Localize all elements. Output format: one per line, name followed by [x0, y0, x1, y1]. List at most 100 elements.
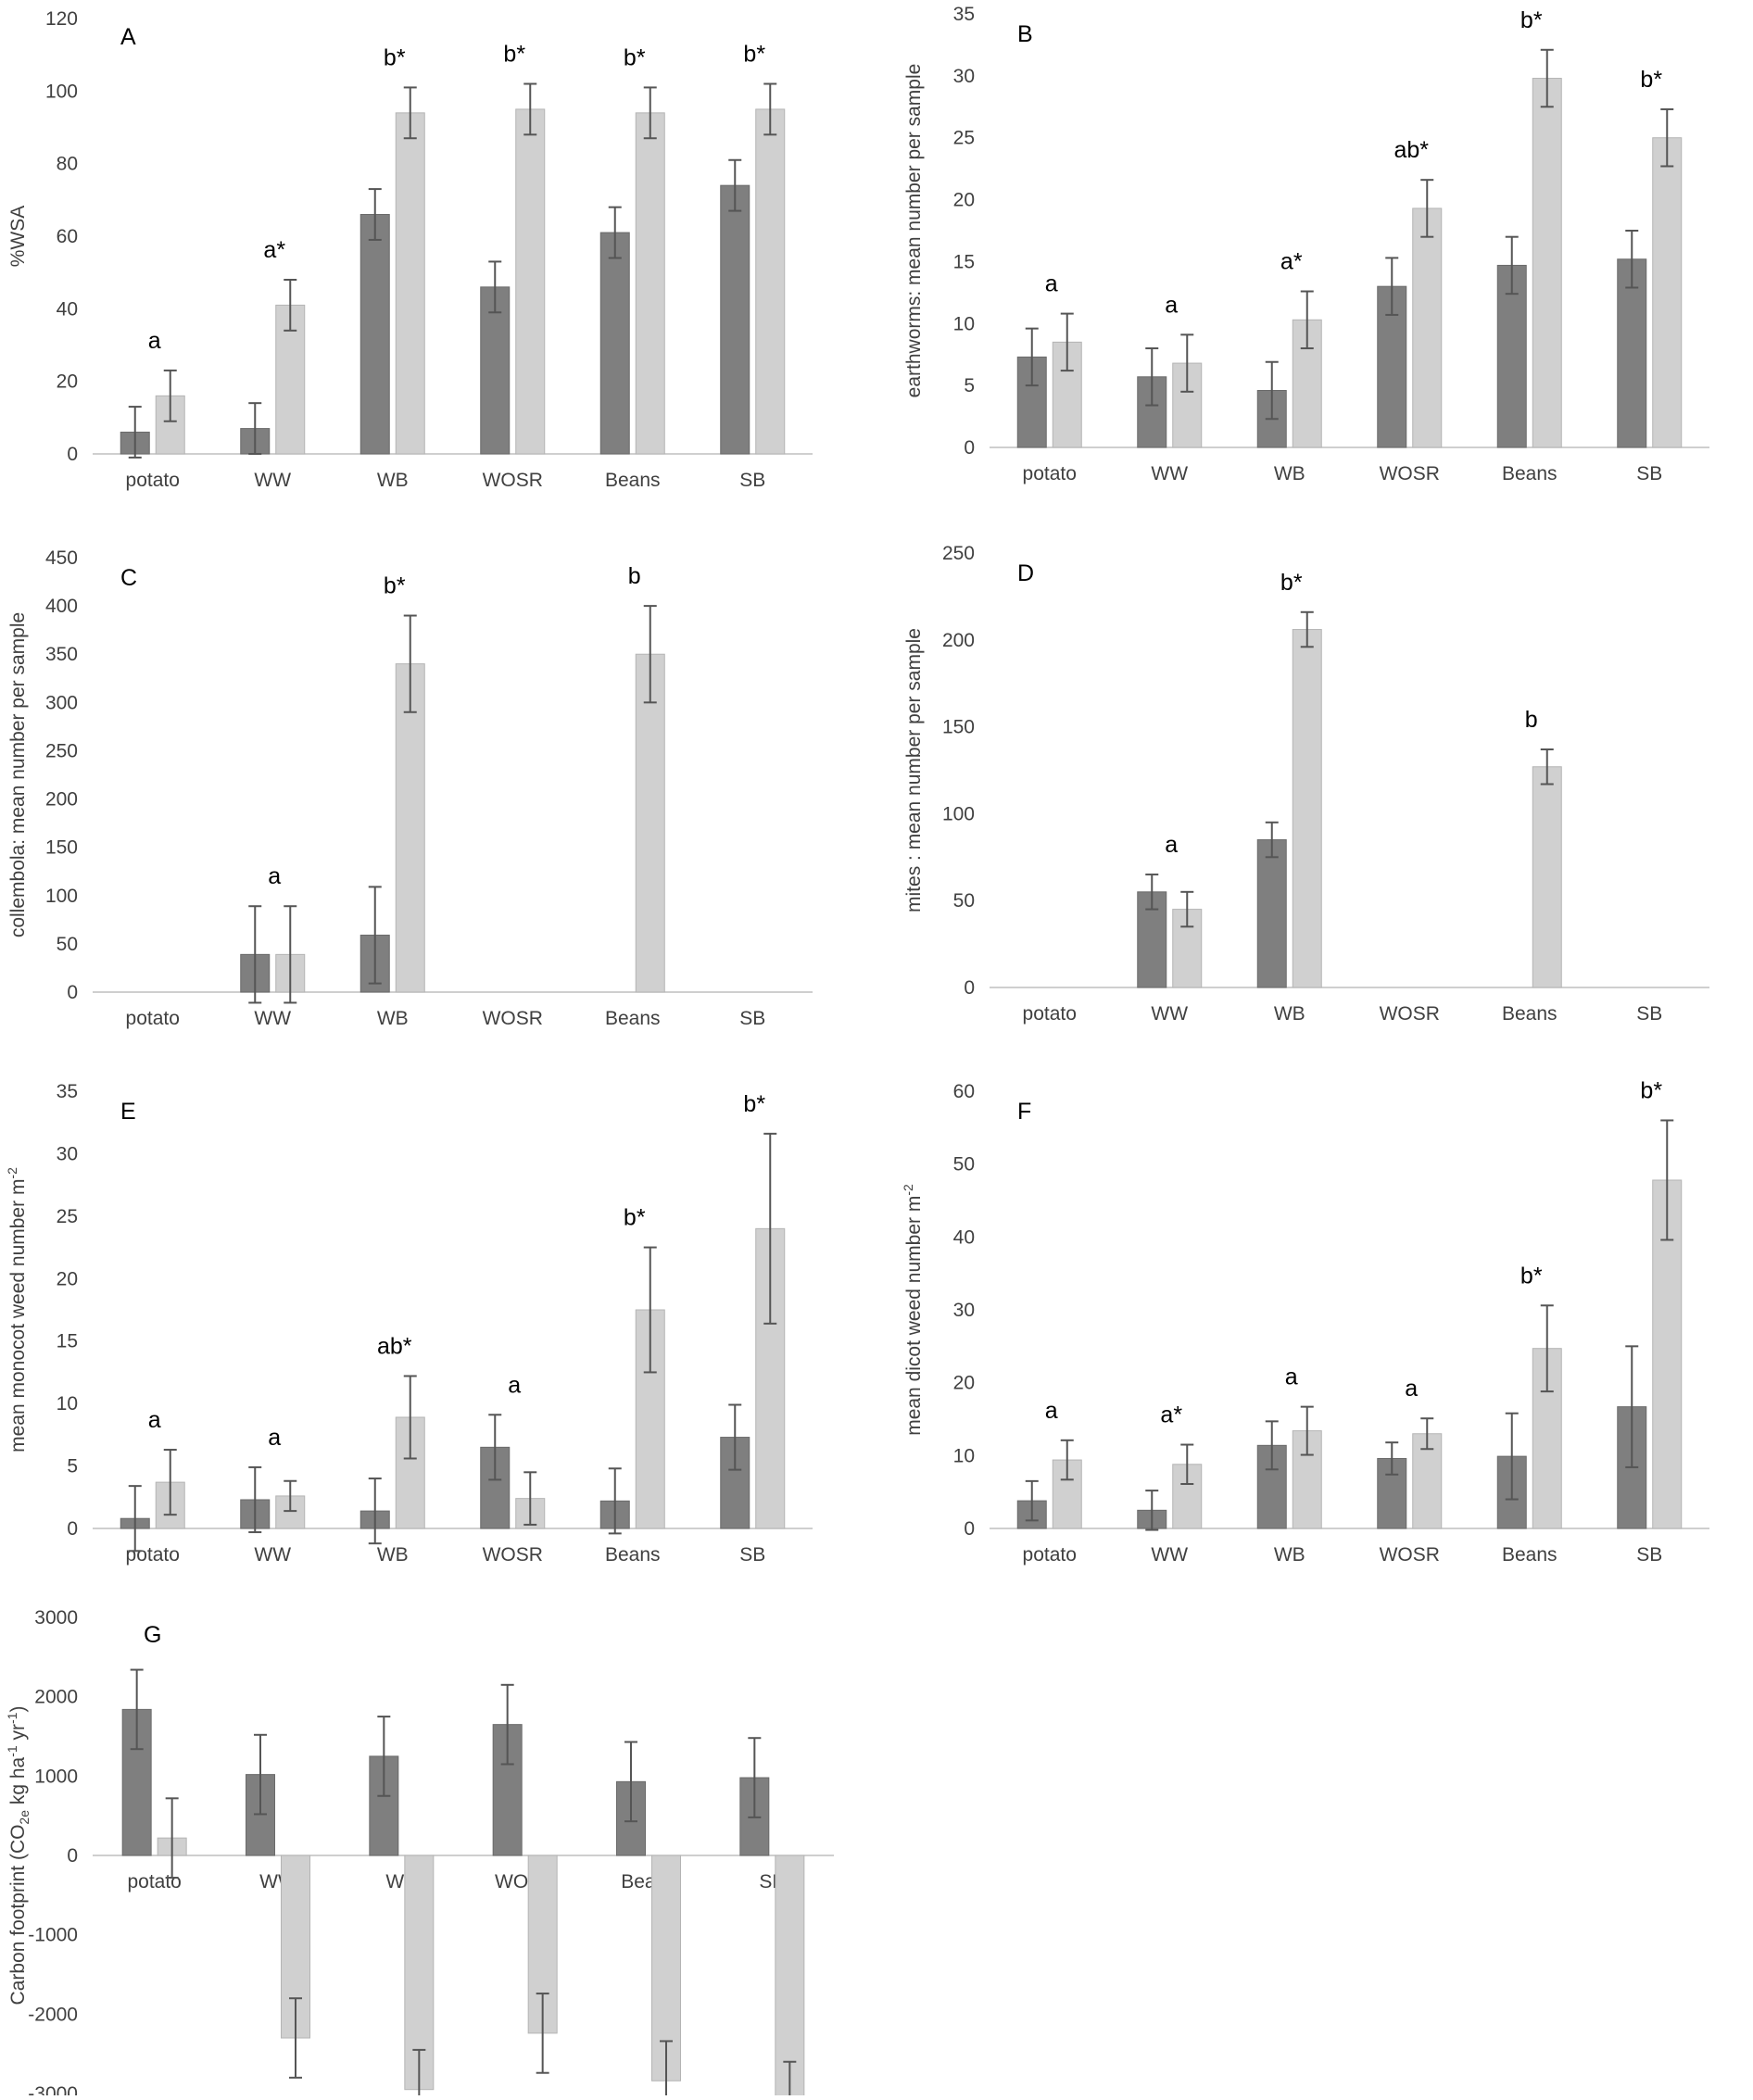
y-axis-label: %WSA — [7, 206, 29, 268]
significance-label: a — [268, 1425, 281, 1451]
x-tick-label: WB — [377, 1544, 409, 1566]
panel-letter: E — [120, 1099, 136, 1125]
y-tick-label: 25 — [57, 1206, 78, 1227]
x-tick-label: WOSR — [1380, 1544, 1440, 1566]
chart-panel-F: 0 10 20 30 40 50 60 mean dicot weed number m-2 F… — [901, 1077, 1709, 1566]
bar — [395, 663, 425, 993]
bar — [1496, 264, 1527, 448]
panel-letter: B — [1017, 21, 1033, 47]
significance-label: b* — [743, 42, 765, 68]
x-tick-label: WOSR — [1380, 463, 1440, 484]
x-tick-label: Beans — [605, 1008, 661, 1029]
y-tick-label: 450 — [45, 547, 78, 569]
x-tick-label: SB — [739, 1008, 765, 1029]
x-tick-label: potato — [126, 1544, 180, 1566]
bar — [720, 1437, 750, 1529]
significance-label: a — [1165, 292, 1178, 318]
bar — [755, 108, 786, 455]
significance-label: b* — [1520, 7, 1543, 33]
panel-letter: F — [1017, 1099, 1031, 1125]
x-tick-label: SB — [739, 1544, 765, 1566]
bar — [1256, 839, 1287, 988]
x-tick-label: WOSR — [1380, 1003, 1440, 1025]
y-tick-label: 300 — [45, 692, 78, 713]
x-tick-label: WOSR — [483, 1008, 543, 1029]
y-tick-label: 350 — [45, 644, 78, 665]
y-tick-label: 400 — [45, 596, 78, 617]
chart-panel-E: 0 5 10 15 20 25 30 35 mean monocot weed number m… — [5, 1081, 813, 1566]
x-tick-label: WW — [1151, 463, 1188, 484]
y-tick-label: 0 — [67, 1518, 78, 1540]
chart-panel-G: -3000 -2000 -1000 0 1000 2000 3000 Carbon footp… — [5, 1607, 834, 2100]
significance-label: b* — [384, 44, 406, 70]
significance-label: a — [268, 863, 281, 889]
significance-label: b* — [384, 573, 406, 599]
significance-label: ab* — [1394, 137, 1429, 163]
x-tick-label: potato — [126, 470, 180, 491]
x-tick-label: WW — [254, 1008, 291, 1029]
y-tick-label: 0 — [67, 982, 78, 1003]
x-tick-label: WW — [254, 1544, 291, 1566]
significance-label: a* — [263, 237, 285, 263]
y-tick-label: 1000 — [34, 1766, 78, 1787]
y-tick-label: 60 — [953, 1081, 975, 1102]
x-tick-label: potato — [127, 1871, 181, 1893]
bar — [635, 653, 665, 993]
y-tick-label: -3000 — [28, 2083, 78, 2095]
bar — [1652, 137, 1683, 448]
y-tick-label: 200 — [942, 630, 975, 651]
y-axis-label: mites : mean number per sample — [903, 628, 925, 912]
significance-label: b — [1525, 707, 1538, 733]
bar — [599, 232, 630, 455]
y-tick-label: 50 — [953, 1154, 975, 1176]
y-tick-label: 35 — [57, 1081, 78, 1102]
chart-panel-B: 0 5 10 15 20 25 30 35 earthworms: mean number pe… — [903, 4, 1709, 484]
significance-label: a — [1405, 1376, 1418, 1402]
y-tick-label: -1000 — [28, 1925, 78, 1946]
significance-label: a — [1165, 832, 1178, 858]
bar — [1617, 258, 1647, 448]
y-tick-label: 15 — [57, 1331, 78, 1352]
significance-label: a — [508, 1372, 521, 1398]
x-tick-label: WOSR — [483, 470, 543, 491]
y-tick-label: 20 — [953, 1373, 975, 1394]
y-tick-label: 10 — [953, 1445, 975, 1466]
y-tick-label: -2000 — [28, 2004, 78, 2025]
x-tick-label: Beans — [1502, 1003, 1558, 1025]
x-tick-label: WW — [254, 470, 291, 491]
significance-label: a — [1045, 271, 1058, 297]
bar — [720, 184, 750, 455]
y-tick-label: 150 — [45, 837, 78, 859]
y-tick-label: 10 — [57, 1393, 78, 1415]
y-axis-label: earthworms: mean number per sample — [903, 64, 925, 398]
y-tick-label: 0 — [964, 1518, 975, 1540]
x-tick-label: potato — [126, 1008, 180, 1029]
x-tick-label: Beans — [605, 470, 661, 491]
significance-label: a* — [1280, 249, 1303, 275]
significance-label: b* — [1640, 1077, 1662, 1103]
x-tick-label: Beans — [605, 1544, 661, 1566]
x-tick-label: WB — [377, 1008, 409, 1029]
y-tick-label: 60 — [57, 226, 78, 247]
y-tick-label: 250 — [942, 543, 975, 564]
x-tick-label: WW — [1151, 1544, 1188, 1566]
y-tick-label: 20 — [953, 190, 975, 211]
y-tick-label: 20 — [57, 371, 78, 393]
x-tick-label: SB — [739, 470, 765, 491]
significance-label: b — [628, 563, 641, 589]
significance-label: b* — [503, 42, 525, 68]
bar — [635, 112, 665, 455]
y-axis-label: mean monocot weed number m-2 — [5, 1167, 29, 1452]
y-tick-label: 30 — [57, 1143, 78, 1164]
y-tick-label: 0 — [67, 1845, 78, 1867]
bar — [1377, 1457, 1407, 1529]
y-tick-label: 2000 — [34, 1687, 78, 1708]
significance-label: a — [1285, 1364, 1298, 1390]
significance-label: b* — [743, 1091, 765, 1117]
significance-label: b* — [1640, 67, 1662, 93]
y-tick-label: 40 — [953, 1226, 975, 1248]
y-axis-label: mean dicot weed number m-2 — [901, 1184, 925, 1436]
y-axis-label: Carbon footprint (CO2e kg ha-1 yr-1) — [5, 1706, 32, 2006]
panel-letter: D — [1017, 560, 1034, 586]
